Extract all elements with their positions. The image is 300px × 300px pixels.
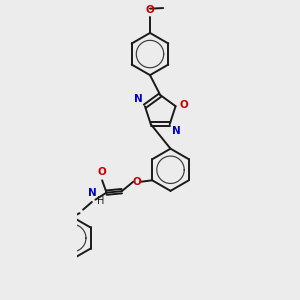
Text: H: H: [97, 196, 104, 206]
Text: N: N: [134, 94, 143, 104]
Text: O: O: [146, 5, 154, 15]
Text: O: O: [133, 177, 141, 187]
Text: N: N: [88, 188, 96, 199]
Text: O: O: [179, 100, 188, 110]
Text: N: N: [172, 126, 181, 136]
Text: O: O: [98, 167, 106, 177]
